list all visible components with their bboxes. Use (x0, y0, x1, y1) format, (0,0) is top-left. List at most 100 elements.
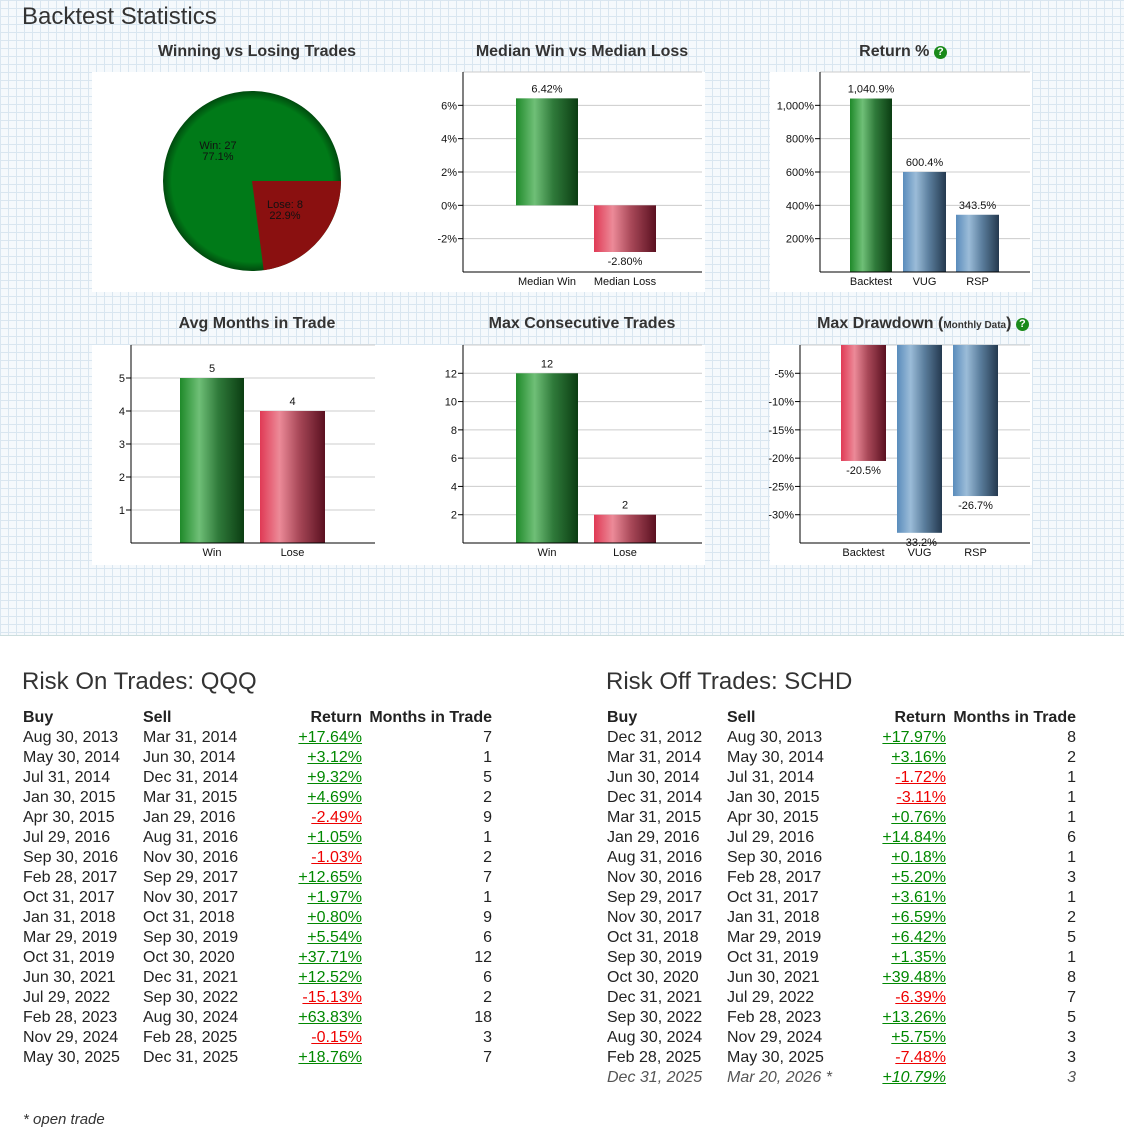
return-link[interactable]: +1.05% (307, 829, 362, 846)
return-link[interactable]: -3.11% (896, 789, 946, 806)
return-link[interactable]: -1.72% (895, 769, 946, 786)
return-link[interactable]: +3.16% (891, 749, 946, 766)
sell-date: Oct 30, 2020 (143, 949, 235, 966)
months-in-trade: 5 (483, 769, 492, 786)
table-row: Sep 29, 2017 Oct 31, 2017 +3.61% 1 (606, 888, 1076, 908)
months-in-trade: 9 (483, 809, 492, 826)
sell-date: Apr 30, 2015 (727, 809, 819, 826)
return-link[interactable]: +0.18% (891, 849, 946, 866)
table-row: Dec 31, 2021 Jul 29, 2022 -6.39% 7 (606, 988, 1076, 1008)
table-row: Nov 30, 2016 Feb 28, 2017 +5.20% 3 (606, 868, 1076, 888)
return-link[interactable]: +5.75% (891, 1029, 946, 1046)
buy-date: Sep 30, 2019 (607, 949, 703, 966)
help-icon[interactable]: ? (933, 46, 947, 59)
return-link[interactable]: +9.32% (307, 769, 362, 786)
median-category-label: Median Loss (594, 276, 657, 288)
return-tick-label: 200% (786, 234, 814, 246)
open-trade-footnote: * open trade (23, 1111, 105, 1128)
months-in-trade: 6 (1067, 829, 1076, 846)
return-link[interactable]: +17.64% (298, 729, 362, 746)
months-in-trade: 1 (483, 889, 492, 906)
return-link[interactable]: -0.15% (311, 1029, 362, 1046)
buy-date: Mar 31, 2015 (607, 809, 702, 826)
return-link[interactable]: +12.52% (298, 969, 362, 986)
months-tick-label: 4 (119, 406, 125, 418)
chart-title-months: Avg Months in Trade (178, 315, 336, 332)
return-link[interactable]: -7.48% (895, 1049, 946, 1066)
return-tick-label: 600% (786, 167, 814, 179)
median-bar-median-win (516, 98, 578, 206)
chart-title-pie: Winning vs Losing Trades (157, 43, 357, 60)
drawdown-data-label: -26.7% (958, 500, 993, 512)
return-link[interactable]: +39.48% (882, 969, 946, 986)
return-link[interactable]: -6.39% (895, 989, 946, 1006)
months-bar-win (180, 378, 244, 543)
sell-date: Oct 31, 2018 (143, 909, 235, 926)
months-in-trade: 3 (1067, 869, 1076, 886)
return-category-label: RSP (966, 276, 989, 288)
buy-date: Dec 31, 2012 (607, 729, 703, 746)
pie-label-win: Win: 27 (199, 140, 236, 152)
buy-date: Jan 30, 2015 (23, 789, 116, 806)
return-link[interactable]: +10.79% (882, 1069, 946, 1086)
months-data-label: 4 (289, 396, 295, 408)
return-link[interactable]: +6.42% (891, 929, 946, 946)
drawdown-category-label: VUG (908, 547, 932, 559)
sell-date: Feb 28, 2017 (727, 869, 822, 886)
return-link[interactable]: +1.97% (307, 889, 362, 906)
buy-date: Dec 31, 2025 (607, 1069, 703, 1086)
return-link[interactable]: +17.97% (882, 729, 946, 746)
risk-off-rows: Buy Sell Return Months in Trade Dec 31, 2012… (606, 708, 1076, 1088)
sell-date: Nov 30, 2017 (143, 889, 239, 906)
median-tick-label: -2% (437, 234, 457, 246)
drawdown-tick-label: -10% (768, 397, 794, 409)
consec-bar-win (516, 373, 578, 543)
buy-date: Jul 29, 2022 (23, 989, 111, 1006)
return-category-label: VUG (913, 276, 937, 288)
table-row: Dec 31, 2014 Jan 30, 2015 -3.11% 1 (606, 788, 1076, 808)
buy-date: Dec 31, 2014 (607, 789, 703, 806)
return-link[interactable]: +3.61% (891, 889, 946, 906)
sell-date: Jan 29, 2016 (143, 809, 236, 826)
help-icon[interactable]: ? (1015, 318, 1029, 331)
return-link[interactable]: +5.20% (891, 869, 946, 886)
return-link[interactable]: +18.76% (298, 1049, 362, 1066)
return-link[interactable]: +3.12% (307, 749, 362, 766)
sell-date: Oct 31, 2017 (727, 889, 819, 906)
return-link[interactable]: +13.26% (882, 1009, 946, 1026)
return-link[interactable]: +37.71% (298, 949, 362, 966)
drawdown-data-label: -20.5% (846, 465, 881, 477)
return-link[interactable]: +5.54% (307, 929, 362, 946)
drawdown-category-label: RSP (964, 547, 987, 559)
buy-date: Mar 31, 2014 (607, 749, 702, 766)
return-link[interactable]: +0.80% (307, 909, 362, 926)
table-row: Oct 31, 2018 Mar 29, 2019 +6.42% 5 (606, 928, 1076, 948)
buy-date: Aug 31, 2016 (607, 849, 703, 866)
months-in-trade: 7 (483, 869, 492, 886)
sell-date: Jul 29, 2022 (727, 989, 815, 1006)
chart-title-drawdown: Max Drawdown (Monthly Data) ? (758, 315, 1088, 333)
return-link[interactable]: +12.65% (298, 869, 362, 886)
return-link[interactable]: +63.83% (298, 1009, 362, 1026)
return-link[interactable]: +14.84% (882, 829, 946, 846)
return-link[interactable]: -1.03% (311, 849, 362, 866)
return-link[interactable]: -2.49% (311, 809, 362, 826)
return-link[interactable]: +4.69% (307, 789, 362, 806)
return-link[interactable]: -15.13% (302, 989, 362, 1006)
sell-date: Sep 30, 2019 (143, 929, 239, 946)
sell-date: Sep 30, 2022 (143, 989, 239, 1006)
return-link[interactable]: +6.59% (891, 909, 946, 926)
months-in-trade: 3 (1067, 1029, 1076, 1046)
return-link[interactable]: +0.76% (891, 809, 946, 826)
table-row: Jul 31, 2014 Dec 31, 2014 +9.32% 5 (22, 768, 492, 788)
months-in-trade: 7 (483, 729, 492, 746)
median-tick-label: 6% (441, 100, 457, 112)
months-in-trade: 8 (1067, 729, 1076, 746)
drawdown-tick-label: -20% (768, 453, 794, 465)
months-tick-label: 5 (119, 373, 125, 385)
median-category-label: Median Win (518, 276, 576, 288)
months-in-trade: 18 (474, 1009, 492, 1026)
return-link[interactable]: +1.35% (891, 949, 946, 966)
buy-date: Nov 30, 2017 (607, 909, 703, 926)
